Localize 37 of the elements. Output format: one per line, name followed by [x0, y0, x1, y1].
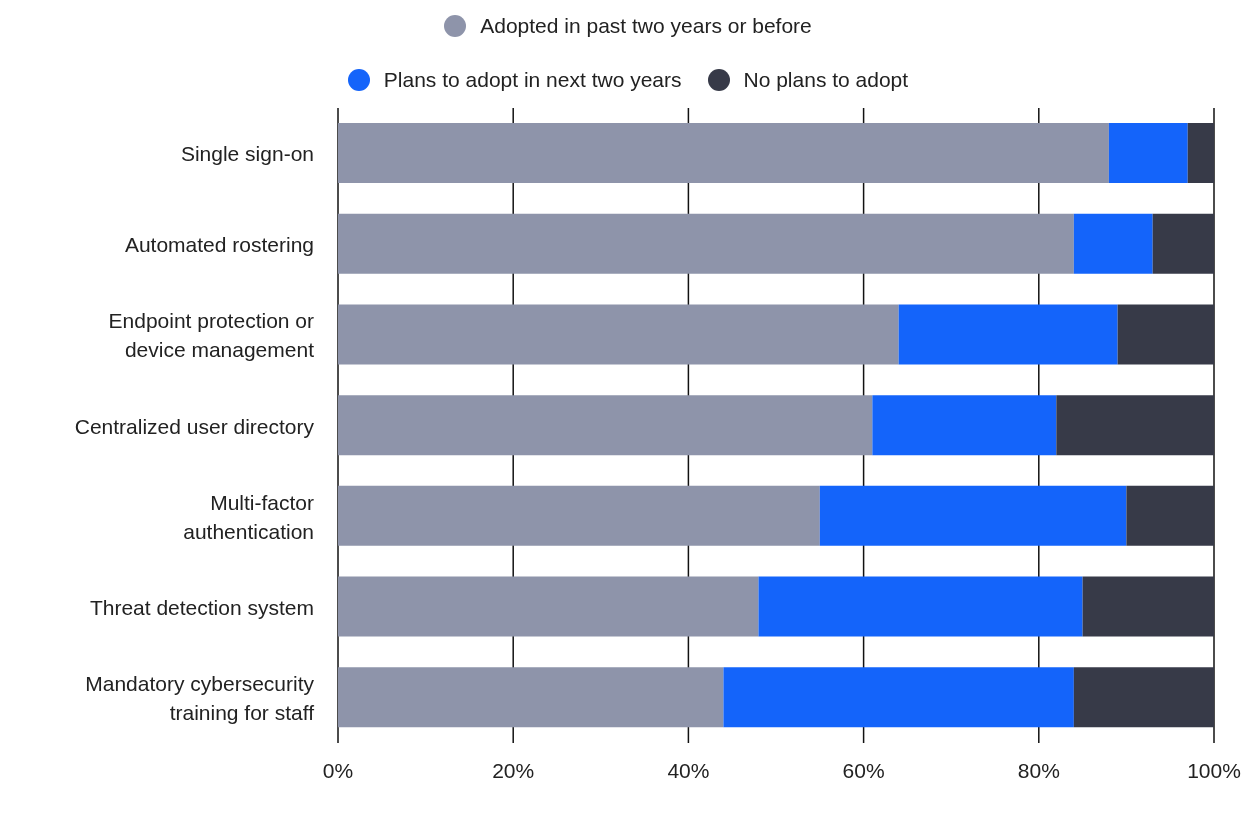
x-tick-label: 60%	[842, 758, 885, 782]
bar	[338, 395, 873, 456]
bar	[338, 576, 759, 637]
y-tick-label: Threat detection system	[89, 595, 314, 619]
bar	[872, 395, 1057, 456]
bar	[1126, 485, 1214, 546]
bar	[1108, 123, 1188, 183]
x-tick-label: 100%	[1187, 758, 1241, 782]
y-tick-label: Multi-factor authentication	[183, 490, 314, 543]
y-tick-label: Centralized user directory	[74, 414, 315, 437]
bar	[338, 485, 820, 546]
bar	[1082, 576, 1214, 637]
y-tick-label: Endpoint protection or device management	[108, 308, 315, 361]
bar	[338, 304, 899, 365]
bar	[1117, 304, 1214, 365]
y-tick-label: Single sign-on	[180, 141, 314, 165]
legend-label: Adopted in past two years or before	[480, 14, 812, 38]
y-tick-label: Automated rostering	[124, 232, 314, 256]
x-tick-label: 0%	[322, 758, 354, 782]
bar	[1073, 213, 1153, 274]
x-tick-label: 80%	[1017, 758, 1060, 782]
bar	[1187, 123, 1214, 183]
x-tick-label: 20%	[492, 758, 535, 782]
legend-label: Plans to adopt in next two years	[383, 68, 682, 92]
y-tick-label: Mandatory cybersecurity training for staff	[85, 671, 315, 724]
bar	[758, 576, 1083, 637]
bar	[338, 667, 724, 728]
x-tick-label: 40%	[667, 758, 710, 782]
bar	[898, 304, 1118, 365]
bar	[819, 485, 1127, 546]
bar	[338, 213, 1074, 274]
bar	[338, 123, 1109, 183]
bar	[1056, 395, 1214, 456]
bar	[723, 667, 1074, 728]
legend-label: No plans to adopt	[743, 68, 909, 92]
bar	[1152, 213, 1214, 274]
bar	[1073, 667, 1214, 728]
